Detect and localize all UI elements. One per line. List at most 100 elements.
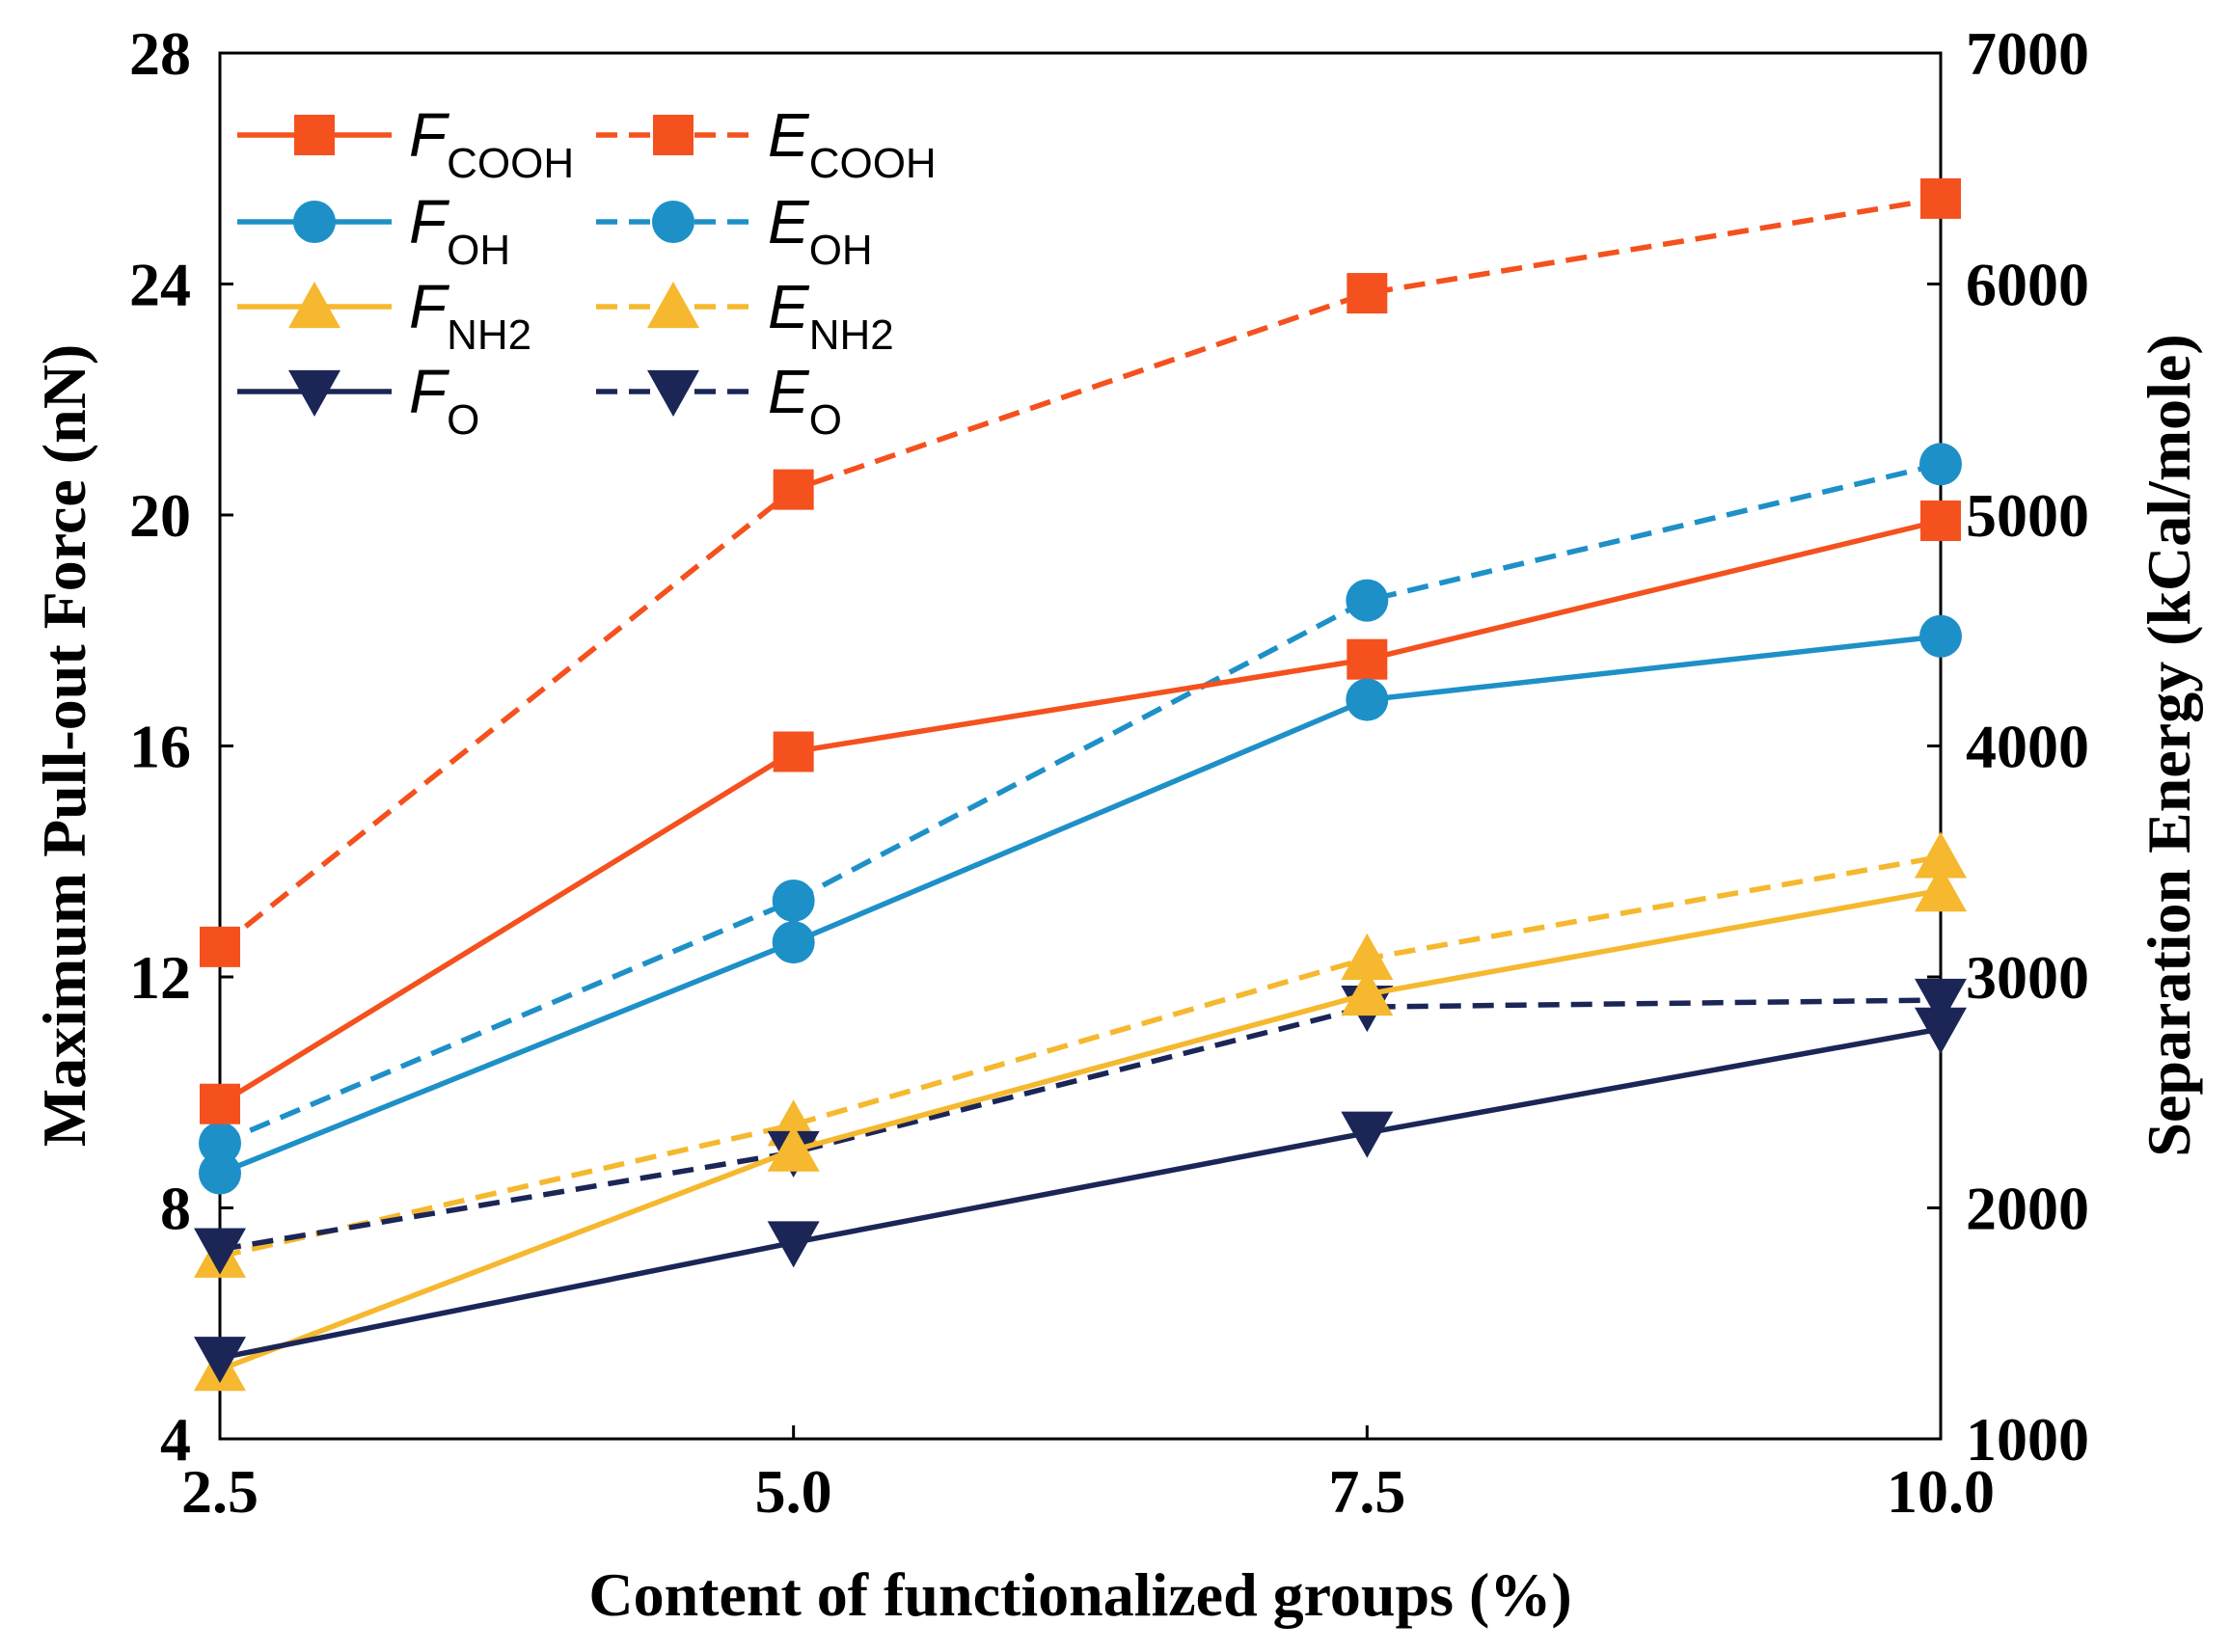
legend-entry-e_oh: EOH [596,187,873,274]
x-tick-label: 2.5 [181,1457,258,1526]
y-right-tick-label: 2000 [1966,1175,2089,1243]
data-point-f_cooh [773,731,814,772]
data-point-f_o [194,1337,246,1384]
x-axis: 2.5 5.0 7.5 10.0 [181,1425,1995,1526]
legend-marker-e_oh [652,201,694,243]
legend-label-f_cooh: FCOOH [409,100,574,187]
legend-marker-e_cooh [653,115,694,155]
y-left-tick-label: 24 [129,251,191,319]
legend-label-e_o: EO [768,357,842,444]
data-point-e_oh [199,1122,241,1165]
legend-marker-e_o [647,369,699,417]
y-left-tick-label: 4 [160,1405,191,1474]
data-point-f_o [767,1221,820,1268]
data-point-f_cooh [200,1083,240,1124]
legend-label-e_nh2: ENH2 [768,272,894,359]
data-point-e_cooh [200,926,240,967]
legend-marker-f_nh2 [288,282,340,329]
data-point-f_nh2 [1915,865,1967,912]
y-right-tick-label: 4000 [1966,713,2089,781]
y-left-tick-label: 28 [129,19,191,88]
legend-subscript-f_o: O [447,396,479,444]
legend-marker-f_oh [293,201,336,243]
legend-subscript-f_cooh: COOH [447,140,574,187]
data-point-f_cooh [1347,638,1388,680]
legend-entry-e_nh2: ENH2 [596,272,894,359]
x-tick-label: 7.5 [1328,1457,1405,1526]
data-point-e_o [1915,978,1967,1025]
series-line-f_nh2 [219,887,1942,1372]
x-tick-label: 10.0 [1887,1457,1995,1526]
series-e_cooh [200,177,1961,967]
legend-marker-f_cooh [294,115,335,155]
legend-subscript-f_oh: OH [447,227,510,274]
x-tick-label: 5.0 [755,1457,832,1526]
y-right-tick-label: 3000 [1966,943,2089,1012]
legend-entry-f_nh2: FNH2 [237,272,531,359]
y-axis-right: 1000 2000 3000 4000 5000 6000 7000 [1927,19,2089,1474]
data-point-f_o [1915,1007,1967,1054]
data-point-f_nh2 [767,1124,820,1172]
legend-label-f_o: FO [409,357,479,444]
legend-marker-f_o [288,369,340,417]
series-layer [194,177,1967,1392]
series-e_o [194,978,1967,1275]
series-e_oh [199,443,1962,1165]
data-point-f_cooh [1920,500,1961,541]
y-right-tick-label: 6000 [1966,251,2089,319]
data-point-f_oh [1346,678,1389,721]
data-point-f_oh [772,921,815,964]
legend-entry-f_o: FO [237,357,479,444]
y-left-tick-label: 16 [129,713,191,781]
data-point-e_oh [1919,443,1962,486]
legend-entry-f_oh: FOH [237,187,510,274]
series-line-f_o [219,1026,1942,1361]
legend-subscript-e_o: O [809,396,842,444]
series-line-e_oh [218,461,1942,1146]
series-line-f_oh [218,634,1942,1177]
legend-label-f_oh: FOH [409,187,510,274]
series-f_oh [199,614,1962,1195]
data-point-f_o [1341,1111,1394,1158]
series-f_nh2 [194,865,1967,1392]
y-axis-right-title: Separation Energy (kCal/mole) [2135,334,2203,1156]
data-point-e_oh [1346,579,1389,622]
y-right-tick-label: 7000 [1966,19,2089,88]
y-left-tick-label: 8 [160,1175,191,1243]
data-point-e_cooh [1347,273,1388,314]
series-f_cooh [200,500,1961,1124]
legend-label-e_cooh: ECOOH [768,100,937,187]
y-left-tick-label: 12 [129,943,191,1012]
y-right-tick-label: 5000 [1966,481,2089,550]
series-line-e_o [219,997,1942,1253]
data-point-e_cooh [1920,177,1961,219]
y-axis-left: 4 8 12 16 20 24 28 [129,19,233,1474]
data-point-e_cooh [773,469,814,510]
y-axis-left-title: Maximum Pull-out Force (nN) [30,344,98,1147]
legend-subscript-e_oh: OH [809,227,873,274]
data-point-f_nh2 [1341,968,1394,1016]
y-left-tick-label: 20 [129,481,191,550]
series-line-f_cooh [218,518,1942,1107]
series-line-e_nh2 [219,853,1942,1259]
legend-subscript-e_cooh: COOH [809,140,937,187]
legend-subscript-f_nh2: NH2 [447,311,531,359]
data-point-f_oh [1919,614,1962,658]
legend-label-f_nh2: FNH2 [409,272,531,359]
legend-label-e_oh: EOH [768,187,873,274]
data-point-e_nh2 [1341,933,1394,980]
data-point-f_oh [199,1151,241,1195]
legend-entry-f_cooh: FCOOH [237,100,574,187]
data-point-e_o [194,1228,246,1275]
series-f_o [194,1007,1967,1384]
series-line-e_cooh [218,196,1942,950]
legend-marker-e_nh2 [647,282,699,329]
legend-entry-e_o: EO [596,357,842,444]
legend-entry-e_cooh: ECOOH [596,100,937,187]
legend-subscript-e_nh2: NH2 [809,311,894,359]
y-right-tick-label: 1000 [1966,1405,2089,1474]
data-point-e_nh2 [1915,831,1967,879]
data-point-e_oh [772,879,815,922]
